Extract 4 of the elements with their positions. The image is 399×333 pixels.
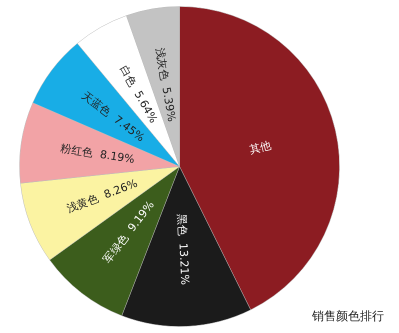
slice-label: 粉红色 8.19%	[60, 142, 136, 166]
text: 销售颜色排行	[311, 309, 384, 323]
slice-label: 黑色 13.21%	[175, 214, 192, 286]
slice-label: 其他	[248, 138, 273, 156]
